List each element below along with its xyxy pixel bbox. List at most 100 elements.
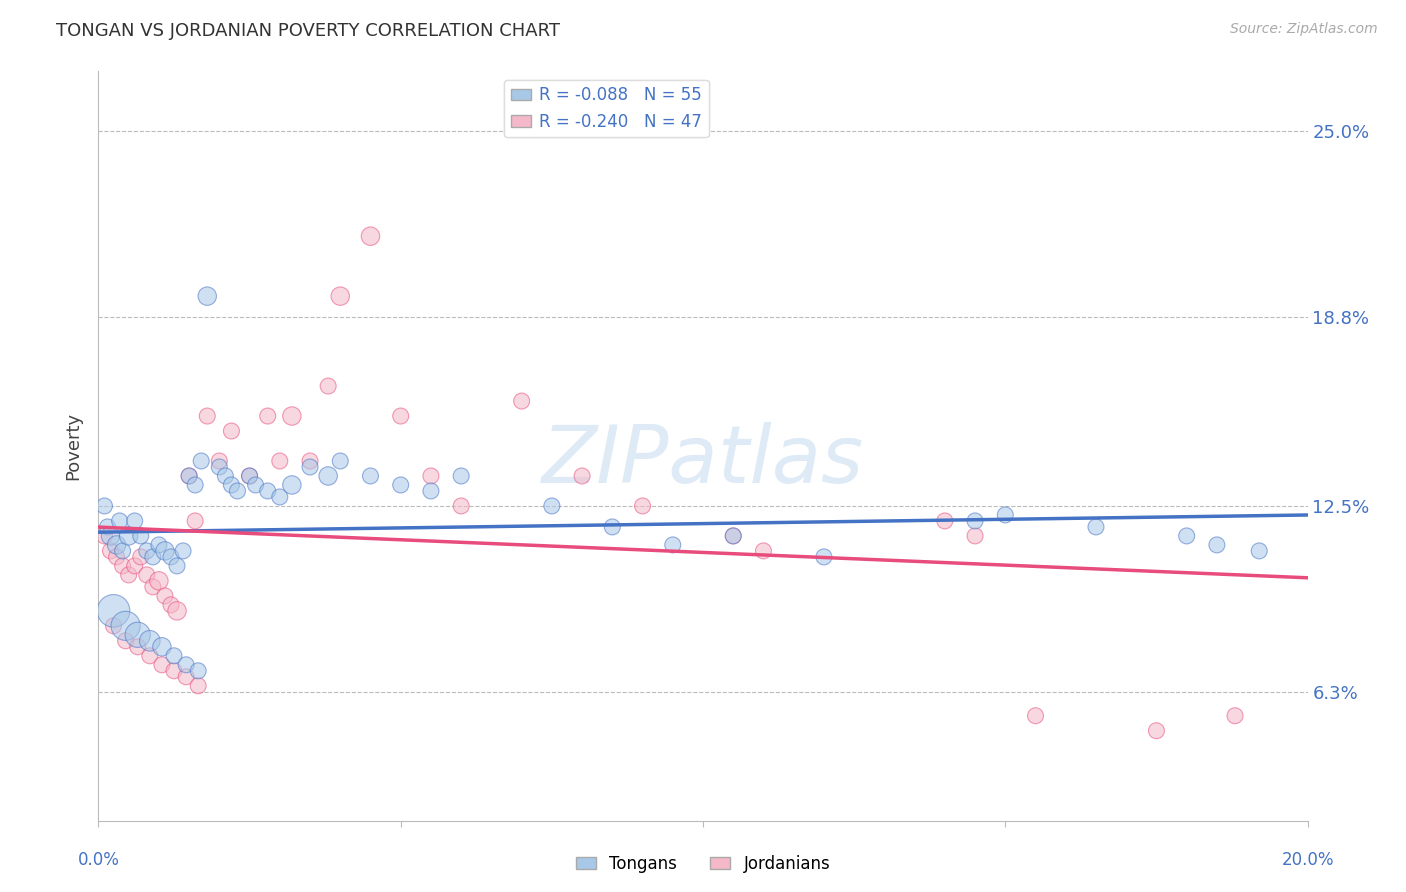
Y-axis label: Poverty: Poverty: [65, 412, 83, 480]
Text: TONGAN VS JORDANIAN POVERTY CORRELATION CHART: TONGAN VS JORDANIAN POVERTY CORRELATION …: [56, 22, 560, 40]
Point: [723, 529, 745, 543]
Point: [172, 544, 194, 558]
Point: [174, 657, 197, 672]
Point: [450, 469, 472, 483]
Point: [360, 229, 382, 244]
Text: 0.0%: 0.0%: [77, 851, 120, 869]
Text: ZIPatlas: ZIPatlas: [541, 422, 865, 500]
Point: [127, 628, 149, 642]
Point: [752, 544, 775, 558]
Point: [281, 409, 304, 423]
Point: [118, 567, 141, 582]
Point: [389, 409, 412, 423]
Point: [105, 549, 128, 564]
Point: [153, 589, 176, 603]
Point: [187, 664, 209, 678]
Point: [166, 604, 188, 618]
Point: [208, 460, 231, 475]
Point: [103, 619, 125, 633]
Point: [281, 478, 304, 492]
Point: [256, 409, 278, 423]
Point: [163, 664, 186, 678]
Point: [214, 469, 236, 483]
Point: [114, 619, 136, 633]
Point: [1024, 708, 1046, 723]
Point: [360, 469, 382, 483]
Point: [316, 469, 339, 483]
Point: [124, 514, 146, 528]
Point: [142, 549, 165, 564]
Point: [139, 633, 162, 648]
Point: [602, 520, 624, 534]
Point: [111, 544, 134, 558]
Point: [813, 549, 835, 564]
Point: [148, 538, 170, 552]
Point: [184, 514, 207, 528]
Point: [420, 483, 443, 498]
Point: [510, 394, 533, 409]
Point: [1206, 538, 1229, 552]
Point: [1146, 723, 1168, 738]
Point: [108, 514, 131, 528]
Point: [965, 529, 987, 543]
Point: [1175, 529, 1198, 543]
Point: [111, 558, 134, 573]
Point: [135, 567, 157, 582]
Point: [221, 478, 243, 492]
Point: [934, 514, 956, 528]
Point: [239, 469, 262, 483]
Point: [269, 454, 291, 468]
Point: [148, 574, 170, 588]
Point: [179, 469, 201, 483]
Point: [195, 409, 218, 423]
Point: [127, 640, 149, 654]
Point: [1223, 708, 1246, 723]
Point: [1249, 544, 1271, 558]
Legend: R = -0.088   N = 55, R = -0.240   N = 47: R = -0.088 N = 55, R = -0.240 N = 47: [503, 79, 709, 137]
Point: [389, 478, 412, 492]
Point: [208, 454, 231, 468]
Point: [93, 499, 115, 513]
Point: [129, 529, 152, 543]
Point: [239, 469, 262, 483]
Point: [256, 483, 278, 498]
Point: [221, 424, 243, 438]
Point: [100, 529, 122, 543]
Point: [139, 648, 162, 663]
Point: [118, 529, 141, 543]
Point: [150, 640, 173, 654]
Point: [166, 558, 188, 573]
Point: [195, 289, 218, 303]
Point: [187, 679, 209, 693]
Point: [93, 529, 115, 543]
Point: [450, 499, 472, 513]
Point: [540, 499, 562, 513]
Point: [160, 598, 183, 612]
Point: [245, 478, 267, 492]
Text: Source: ZipAtlas.com: Source: ZipAtlas.com: [1230, 22, 1378, 37]
Point: [329, 454, 352, 468]
Legend: Tongans, Jordanians: Tongans, Jordanians: [569, 848, 837, 880]
Point: [163, 648, 186, 663]
Point: [103, 604, 125, 618]
Point: [174, 670, 197, 684]
Point: [316, 379, 339, 393]
Point: [571, 469, 593, 483]
Point: [160, 549, 183, 564]
Point: [179, 469, 201, 483]
Point: [1085, 520, 1108, 534]
Point: [420, 469, 443, 483]
Point: [329, 289, 352, 303]
Point: [114, 633, 136, 648]
Point: [994, 508, 1017, 522]
Point: [299, 454, 322, 468]
Point: [100, 544, 122, 558]
Point: [150, 657, 173, 672]
Point: [661, 538, 683, 552]
Point: [124, 558, 146, 573]
Point: [129, 549, 152, 564]
Point: [190, 454, 212, 468]
Text: 20.0%: 20.0%: [1281, 851, 1334, 869]
Point: [96, 520, 118, 534]
Point: [723, 529, 745, 543]
